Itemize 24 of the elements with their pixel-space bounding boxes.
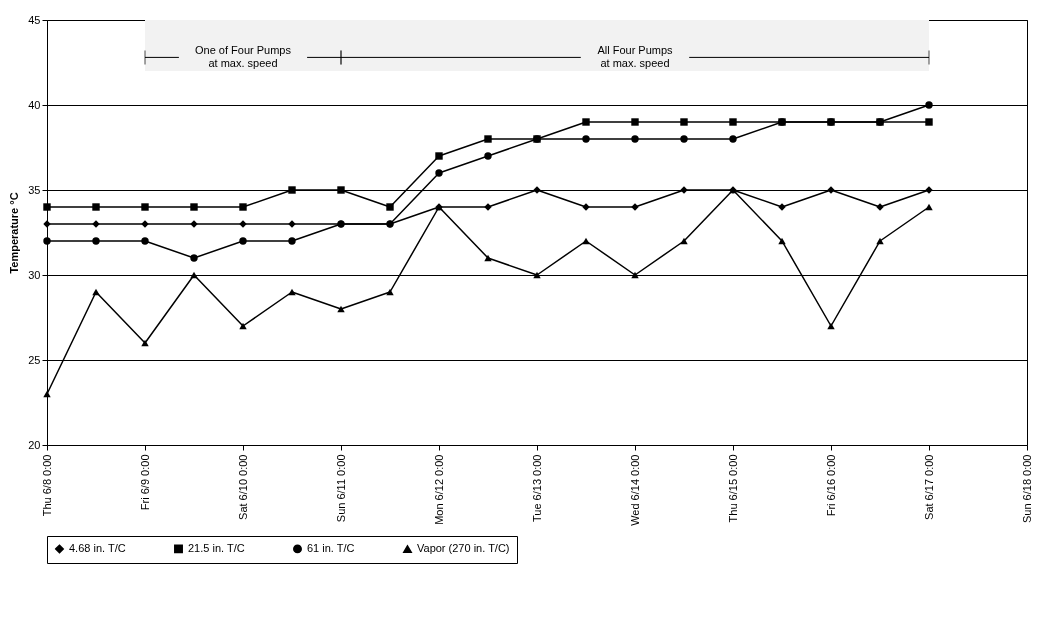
x-tick-label: Tue 6/13 0:00 — [530, 454, 543, 522]
x-tick-label: Fri 6/16 0:00 — [824, 454, 837, 517]
x-tick-label: Wed 6/14 0:00 — [628, 454, 641, 526]
band-label: All Four Pumps at max. speed — [597, 44, 674, 70]
x-tick-label: Thu 6/15 0:00 — [726, 454, 739, 523]
y-axis-title: Temperature °C — [8, 192, 21, 274]
y-tick-label: 30 — [28, 268, 41, 281]
x-tick-label: Thu 6/8 0:00 — [40, 454, 53, 517]
x-tick-label: Mon 6/12 0:00 — [432, 454, 445, 525]
y-tick-label: 25 — [28, 353, 41, 366]
legend-label: 4.68 in. T/C — [69, 541, 126, 554]
x-tick-label: Fri 6/9 0:00 — [138, 454, 151, 511]
band-label: One of Four Pumps at max. speed — [195, 44, 292, 70]
x-tick-label: Sun 6/11 0:00 — [334, 454, 347, 523]
x-tick-label: Sat 6/17 0:00 — [922, 454, 935, 520]
y-tick-label: 20 — [28, 438, 41, 451]
y-tick-label: 45 — [28, 13, 41, 26]
y-tick-label: 40 — [28, 98, 41, 111]
x-tick-label: Sun 6/18 0:00 — [1020, 454, 1033, 524]
legend-label: 61 in. T/C — [307, 541, 355, 554]
legend-label: Vapor (270 in. T/C) — [417, 542, 510, 555]
legend-label: 21.5 in. T/C — [188, 541, 245, 554]
x-tick-label: Sat 6/10 0:00 — [236, 454, 249, 520]
y-tick-label: 35 — [28, 183, 41, 196]
